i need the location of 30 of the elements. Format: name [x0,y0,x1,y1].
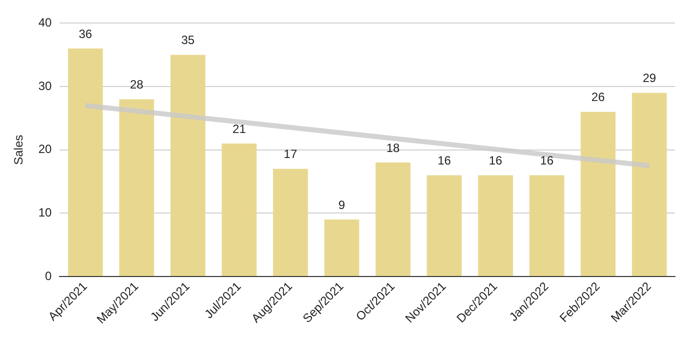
y-tick-label: 0 [45,268,52,283]
bar [68,48,103,276]
data-label: 18 [386,140,400,155]
data-label: 16 [540,154,554,168]
data-label: 28 [130,78,144,92]
bar [119,99,154,276]
bar [222,144,257,276]
data-label: 36 [78,26,92,41]
data-label: 21 [232,122,246,136]
data-label: 16 [488,154,503,168]
y-tick-label: 20 [38,142,52,156]
y-tick-label: 30 [38,78,52,93]
bar [273,168,308,276]
bar [478,175,513,276]
data-label: 35 [181,33,195,48]
data-label: 16 [438,154,452,168]
bar [580,112,616,276]
y-axis-title: Sales [12,134,26,165]
data-label: 9 [338,198,346,212]
bar [632,92,667,276]
data-label: 26 [591,90,606,104]
bar [324,220,360,276]
bar [376,162,410,276]
data-label: 29 [642,71,656,86]
data-label: 17 [284,147,298,162]
y-tick-label: 10 [38,206,52,220]
bar [426,175,462,276]
bar [529,175,564,276]
bar [170,54,206,276]
y-tick-label: 40 [38,16,52,30]
